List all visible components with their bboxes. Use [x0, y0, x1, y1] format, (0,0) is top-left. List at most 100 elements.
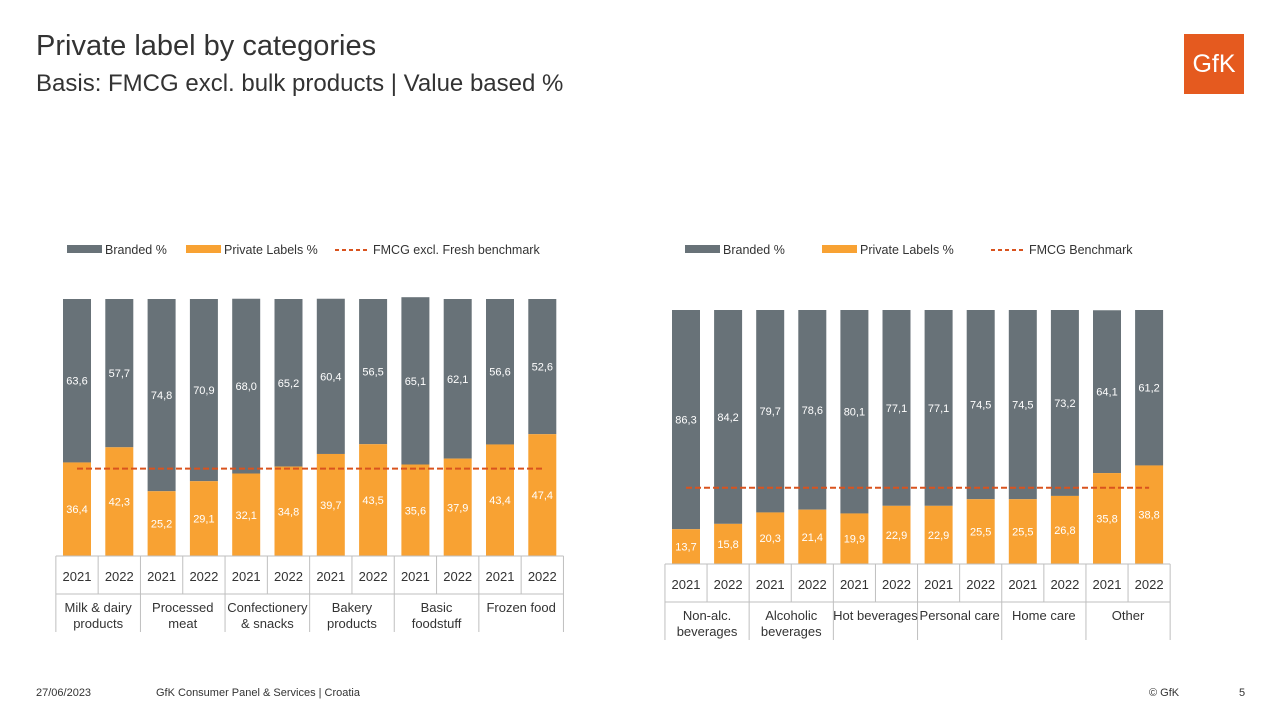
tick-label-category: Alcoholic	[765, 608, 818, 623]
bar-private-label	[486, 444, 514, 556]
data-label-branded: 63,6	[66, 376, 87, 388]
data-label-private-label: 26,8	[1054, 525, 1075, 537]
page-subtitle: Basis: FMCG excl. bulk products | Value …	[36, 70, 564, 97]
data-label-branded: 62,1	[447, 374, 468, 386]
bar-branded	[924, 310, 953, 506]
bar-branded	[714, 310, 743, 524]
footer-page-number: 5	[1239, 687, 1246, 699]
data-label-branded: 56,5	[362, 367, 383, 379]
data-label-branded: 74,5	[970, 400, 991, 412]
bar-branded	[401, 297, 430, 465]
tick-label-category: Frozen food	[486, 600, 555, 615]
bar-branded	[147, 299, 176, 492]
bar-private-label	[672, 529, 700, 564]
data-label-private-label: 22,9	[886, 530, 907, 542]
legend-swatch-branded	[685, 245, 720, 253]
bar-private-label	[882, 505, 911, 564]
data-label-branded: 68,0	[235, 381, 256, 393]
bar-private-label	[63, 462, 91, 556]
data-label-private-label: 35,6	[405, 505, 426, 517]
tick-label-year: 2022	[714, 577, 743, 592]
tick-label-category: beverages	[677, 624, 738, 639]
tick-label-category: Confectionery	[227, 600, 308, 615]
data-label-private-label: 37,9	[447, 502, 468, 514]
data-label-branded: 57,7	[109, 368, 130, 380]
data-label-private-label: 32,1	[235, 510, 256, 522]
legend-swatch-private	[822, 245, 857, 253]
data-label-branded: 52,6	[532, 362, 553, 374]
bar-branded	[189, 299, 218, 482]
bar-private-label	[1135, 465, 1164, 564]
bar-branded	[756, 310, 785, 513]
tick-label-year: 2021	[1093, 577, 1122, 592]
tick-label-year: 2022	[966, 577, 995, 592]
tick-label-year: 2021	[63, 569, 92, 584]
tick-label-category: Basic	[421, 600, 453, 615]
data-label-branded: 84,2	[717, 412, 738, 424]
legend-label-benchmark: FMCG Benchmark	[1029, 243, 1133, 257]
bar-private-label	[189, 481, 218, 556]
bar-private-label	[528, 434, 557, 556]
data-label-private-label: 25,5	[970, 527, 991, 539]
data-label-branded: 78,6	[802, 405, 823, 417]
bar-private-label	[756, 512, 785, 564]
bar-branded	[359, 299, 388, 445]
footer-copyright: © GfK	[1149, 687, 1180, 699]
data-label-branded: 74,8	[151, 390, 172, 402]
footer-date: 27/06/2023	[36, 687, 92, 699]
tick-label-category: beverages	[761, 624, 822, 639]
bar-branded	[1093, 310, 1121, 474]
data-label-private-label: 13,7	[675, 542, 696, 554]
logo-text: GfK	[1192, 49, 1236, 78]
data-label-private-label: 20,3	[759, 533, 780, 545]
tick-label-year: 2021	[840, 577, 869, 592]
data-label-private-label: 15,8	[717, 539, 738, 551]
data-label-branded: 56,6	[489, 367, 510, 379]
bar-private-label	[1008, 499, 1037, 564]
bar-branded	[443, 299, 472, 459]
data-label-private-label: 21,4	[802, 532, 823, 544]
bar-private-label	[714, 523, 743, 564]
bar-private-label	[147, 491, 176, 556]
tick-label-category: Milk & dairy	[65, 600, 133, 615]
data-label-branded: 65,2	[278, 378, 299, 390]
tick-label-year: 2021	[232, 569, 261, 584]
legend-label-branded: Branded %	[105, 243, 167, 257]
data-label-private-label: 25,2	[151, 519, 172, 531]
tick-label-category: foodstuff	[412, 616, 462, 631]
bar-private-label	[966, 499, 995, 564]
tick-label-year: 2022	[443, 569, 472, 584]
tick-label-category: meat	[168, 616, 197, 631]
bar-private-label	[316, 453, 345, 556]
data-label-branded: 77,1	[886, 403, 907, 415]
data-label-branded: 80,1	[844, 407, 865, 419]
tick-label-year: 2021	[316, 569, 345, 584]
bar-private-label	[105, 447, 134, 556]
legend-label-private: Private Labels %	[860, 243, 954, 257]
bar-branded	[528, 299, 557, 435]
data-label-branded: 60,4	[320, 371, 341, 383]
tick-label-year: 2021	[756, 577, 785, 592]
bar-branded	[486, 299, 514, 445]
data-label-branded: 65,1	[405, 376, 426, 388]
legend-label-benchmark: FMCG excl. Fresh benchmark	[373, 243, 540, 257]
bar-branded	[672, 310, 700, 530]
legend-swatch-private	[186, 245, 221, 253]
bar-branded	[882, 310, 911, 506]
data-label-branded: 74,5	[1012, 400, 1033, 412]
bar-branded	[966, 310, 995, 500]
tick-label-category: Non-alc.	[683, 608, 731, 623]
legend-label-branded: Branded %	[723, 243, 785, 257]
bar-branded	[1008, 310, 1037, 500]
bar-private-label	[359, 444, 388, 556]
bar-private-label	[232, 473, 261, 556]
bar-private-label	[443, 458, 472, 556]
bar-branded	[316, 298, 345, 454]
bar-branded	[105, 299, 134, 448]
gfk-logo: GfK	[1184, 34, 1244, 94]
tick-label-year: 2022	[1135, 577, 1164, 592]
footer-source: GfK Consumer Panel & Services | Croatia	[156, 687, 360, 699]
legend-swatch-branded	[67, 245, 102, 253]
bar-branded	[1050, 310, 1079, 496]
data-label-private-label: 29,1	[193, 514, 214, 526]
